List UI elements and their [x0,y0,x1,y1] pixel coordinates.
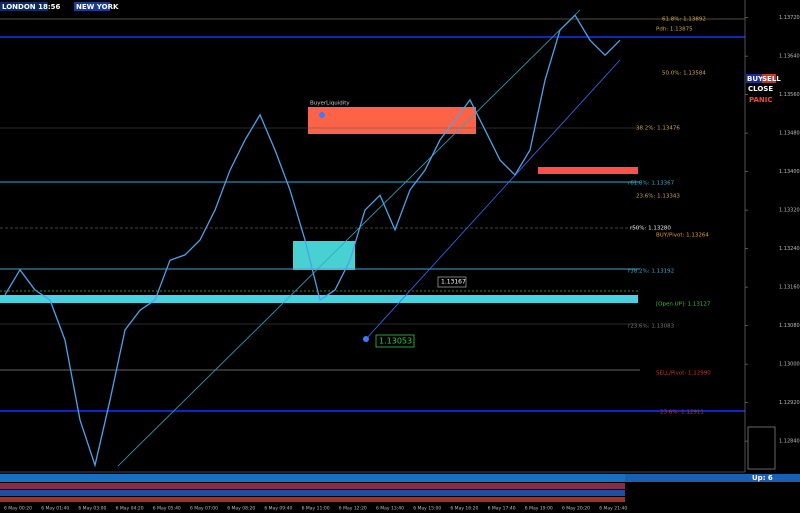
level-label: BUY/Pivot: 1.13264 [656,233,709,239]
price-label: 1.13320 [779,208,800,214]
price-label: 1.13720 [779,15,800,21]
button-label[interactable]: PANIC [749,96,773,104]
indicator-strip [0,497,625,502]
price-label: 1.12920 [779,400,800,406]
demand-zone [293,241,355,270]
session-label: NEW YORK [76,3,119,11]
time-label: 6 May 08:20 [227,506,255,512]
price-label: 1.13480 [779,131,800,137]
level-label: 23.6%: 1.12911 [660,410,704,416]
button-label[interactable]: SELL [762,75,781,83]
callout: 1.13167 [441,279,466,286]
levels: 61.8%: 1.13892 Pdh: 1.13875 50.0%: 1.135… [0,17,745,416]
button-label[interactable]: BUY [747,75,764,83]
time-label: 6 May 07:00 [190,506,218,512]
callout-box [437,276,467,288]
level-label: Pdh: 1.13875 [656,27,693,33]
price-label: 1.13160 [779,285,800,291]
indicator-strip [0,490,625,496]
price-label: 1.13560 [779,92,800,98]
time-label: 6 May 16:20 [450,506,478,512]
button[interactable] [762,74,776,83]
level-label: 61.8%: 1.13892 [662,17,706,23]
price-label: 1.13240 [779,246,800,252]
time-label: 6 May 09:40 [264,506,292,512]
button-label[interactable]: CLOSE [748,85,773,93]
time-label: 6 May 01:40 [41,506,69,512]
level-label: r38.2%: 1.13192 [628,269,674,275]
time-label: 6 May 00:20 [4,506,32,512]
time-label: 6 May 20:20 [562,506,590,512]
indicator-strip [0,474,625,482]
level-label: r61.8%: 1.13367 [628,181,675,187]
time-label: 6 May 13:40 [376,506,404,512]
level-label: r50%: 1.13280 [630,226,671,232]
button[interactable] [746,74,776,83]
level-label: r23.6%: 1.13083 [628,324,675,330]
status-bar [625,474,800,482]
time-label: 6 May 15:00 [413,506,441,512]
zone-label: BuyerLiquidity [310,101,350,107]
time-label: 6 May 17:40 [488,506,516,512]
panel-box [747,426,776,470]
indicator-strip [0,483,625,489]
time-label: 6 May 03:00 [78,506,106,512]
pivot-dot [319,112,325,118]
price-label: 1.13000 [779,362,800,368]
callout: 1.13053 [379,337,412,346]
price-line [4,14,621,468]
time-label: 6 May 19:00 [525,506,553,512]
time-label: 6 May 04:20 [116,506,144,512]
level-label: SELL/Pivot: 1.12990 [656,371,711,377]
time-label: 6 May 21:40 [599,506,627,512]
level-label: 50.0%: 1.13584 [662,71,706,77]
open-zone [0,295,638,303]
trend-line [365,59,621,340]
supply-zone [308,107,476,134]
level-label: [Open UP]: 1.13127 [656,302,711,308]
status-text: Up: 6 [752,474,773,482]
session-label: LONDON 18:56 [2,3,60,11]
price-label: 1.12840 [779,439,800,445]
price-label: 1.13400 [779,169,800,175]
time-label: 6 May 05:40 [153,506,181,512]
trend-line [117,9,581,467]
time-label: 6 May 11:00 [302,506,330,512]
session-box [0,2,48,11]
level-label: 38.2%: 1.13476 [636,126,680,132]
resistance-zone [538,167,638,174]
price-label: 1.13640 [779,54,800,60]
time-label: 6 May 12:20 [339,506,367,512]
level-label: 23.6%: 1.13343 [636,194,680,200]
price-label: 1.13080 [779,323,800,329]
session-box [74,2,110,11]
callout-box [375,334,415,348]
